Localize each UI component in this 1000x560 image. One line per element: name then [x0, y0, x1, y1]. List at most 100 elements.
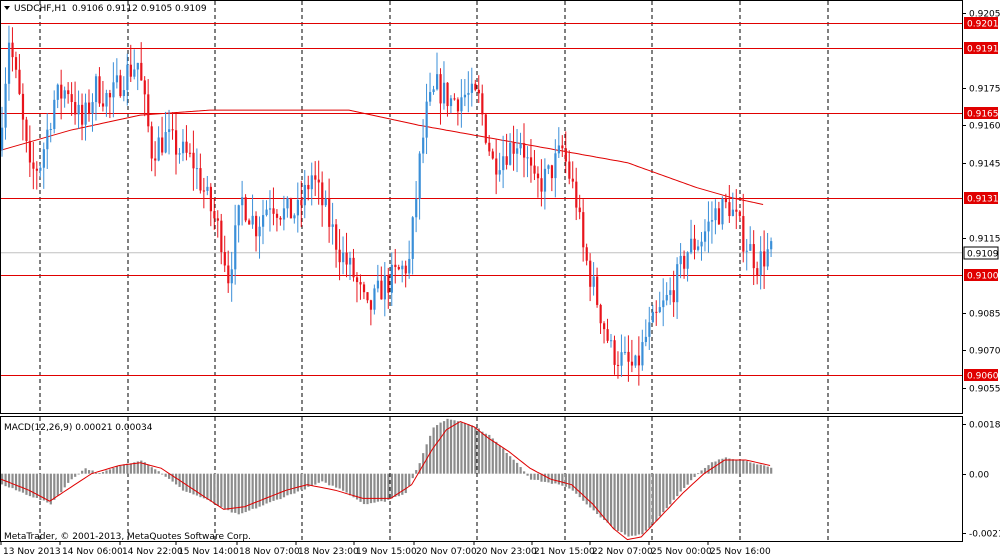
candle	[627, 335, 630, 382]
candle-body	[171, 129, 174, 131]
candle-body	[53, 99, 56, 130]
candle	[488, 135, 491, 156]
macd-histogram-bar	[324, 473, 327, 483]
candle	[366, 292, 369, 304]
candle-body	[91, 102, 94, 114]
candle	[596, 267, 599, 308]
candle-body	[770, 241, 773, 250]
macd-histogram-bar	[623, 473, 627, 535]
candle-body	[564, 148, 567, 162]
candle	[272, 187, 275, 226]
candle-body	[175, 130, 178, 155]
candle-body	[571, 178, 574, 182]
macd-histogram-bar	[202, 473, 206, 499]
candle	[557, 127, 560, 159]
macd-histogram-bar	[731, 459, 734, 474]
candle	[411, 216, 414, 275]
macd-histogram-bar	[373, 473, 376, 503]
candle-body	[655, 311, 658, 313]
candle-body	[35, 168, 38, 171]
macd-histogram-bar	[697, 473, 700, 475]
candle-body	[672, 290, 675, 303]
macd-histogram-bar	[756, 464, 759, 474]
copyright-label: MetaTrader, © 2001-2013, MetaQuotes Soft…	[4, 532, 251, 542]
candle	[387, 267, 390, 309]
macd-histogram-bar	[658, 473, 661, 517]
triangle-down-icon[interactable]	[4, 6, 10, 10]
macd-histogram-bar	[394, 473, 397, 497]
macd-histogram-bar	[154, 469, 157, 474]
candle-body	[411, 217, 414, 259]
candle	[442, 61, 446, 110]
candle-body	[112, 82, 115, 98]
level-price-tag	[964, 269, 998, 281]
candle	[369, 299, 373, 326]
candle-body	[429, 92, 432, 102]
candle	[268, 190, 272, 232]
candle-body	[568, 161, 571, 179]
candle-body	[143, 80, 146, 95]
candle	[303, 170, 306, 219]
candle	[338, 229, 341, 281]
macd-histogram-bar	[599, 473, 602, 518]
candle	[658, 291, 661, 314]
macd-histogram-bar	[300, 473, 303, 490]
candle-body	[4, 83, 7, 128]
macd-histogram-bar	[234, 473, 237, 513]
level-price-label: 0.9201	[967, 20, 999, 30]
macd-histogram-bar	[53, 473, 56, 500]
candle	[244, 194, 247, 223]
macd-histogram-bar	[700, 470, 703, 474]
macd-histogram-bar	[255, 473, 258, 509]
candle	[352, 248, 355, 282]
candle	[237, 204, 240, 243]
candle	[589, 253, 592, 302]
candle	[192, 130, 195, 191]
candle-body	[331, 224, 334, 227]
candle-body	[404, 265, 407, 274]
macd-histogram-bar	[296, 473, 299, 492]
macd-histogram-bar	[227, 473, 230, 511]
candle-body	[122, 90, 125, 97]
candle-body	[307, 184, 310, 190]
candle	[637, 336, 641, 386]
macd-histogram-bar	[620, 473, 623, 533]
candle-body	[484, 114, 487, 143]
candle	[456, 97, 460, 126]
candle-body	[213, 211, 216, 219]
candle	[84, 93, 87, 141]
candle-body	[21, 93, 25, 120]
candle-body	[7, 42, 11, 84]
candle-body	[620, 352, 623, 366]
candle-body	[463, 94, 467, 98]
candle	[432, 85, 435, 95]
candle-body	[596, 276, 599, 305]
candle-body	[731, 209, 734, 217]
macd-histogram-bar	[60, 473, 63, 493]
candle-body	[752, 244, 755, 269]
candle	[425, 83, 428, 155]
macd-histogram-bar	[491, 438, 494, 474]
time-tick-label: 20 Nov 23:00	[476, 547, 537, 557]
candle-body	[28, 140, 32, 163]
candle	[495, 139, 498, 195]
candle-body	[505, 156, 508, 165]
candle-body	[126, 64, 129, 91]
macd-histogram-bar	[724, 457, 728, 474]
candle	[439, 68, 442, 125]
candle	[105, 89, 108, 117]
macd-histogram-bar	[644, 473, 647, 531]
macd-histogram-bar	[738, 460, 741, 474]
macd-histogram-bar	[91, 470, 94, 474]
macd-histogram-bar	[474, 427, 477, 474]
macd-histogram-bar	[268, 473, 272, 503]
time-tick-label: 14 Nov 22:00	[122, 547, 183, 557]
macd-histogram-bar	[477, 428, 480, 474]
candle	[536, 166, 540, 198]
macd-histogram-bar	[540, 473, 543, 482]
candle-body	[529, 157, 533, 166]
macd-histogram-bar	[213, 473, 216, 505]
candle-body	[742, 216, 745, 252]
candle-body	[627, 351, 630, 362]
